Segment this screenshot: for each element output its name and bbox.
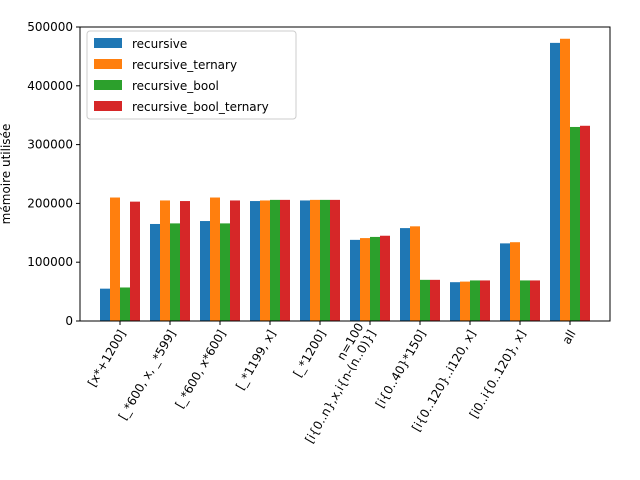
bar-0-8 [500,243,510,321]
y-axis: 0 100000 200000 300000 400000 500000 [27,20,80,328]
y-tick-label-4: 400000 [27,79,73,93]
legend-label-3: recursive_bool_ternary [132,100,269,114]
bar-3-7 [480,280,490,321]
bar-3-5 [380,235,390,321]
bar-3-8 [530,280,540,321]
bar-2-1 [170,223,180,321]
bar-3-9 [580,125,590,321]
bar-2-0 [120,287,130,321]
bar-3-0 [130,201,140,321]
y-axis-label: mémoire utilisée [0,124,13,225]
bar-1-6 [410,226,420,321]
bar-0-2 [200,221,210,321]
bar-3-4 [330,199,340,321]
bar-0-5 [350,239,360,321]
bar-3-6 [430,279,440,321]
y-tick-label-0: 0 [65,314,73,328]
y-tick-label-2: 200000 [27,196,73,210]
x-tick-label-5: n=100[i{0..n},x,i{n-(n..0)}] [290,321,378,446]
x-axis: [x*+1200][_*600, x, _*599][_*600, x*600]… [85,321,579,446]
x-tick-label-3: [_*1199, x] [233,328,278,393]
bar-0-6 [400,228,410,321]
x-tick-label-1: [_*600, x, _*599] [116,328,179,423]
bar-2-5 [370,236,380,321]
bar-1-2 [210,197,220,321]
x-tick-label-4: [_*1200] [291,328,329,380]
legend-label-1: recursive_ternary [132,58,237,72]
y-tick-label-3: 300000 [27,138,73,152]
bar-2-7 [470,280,480,321]
bar-1-4 [310,199,320,321]
bar-3-2 [230,200,240,321]
bar-2-6 [420,279,430,321]
bar-1-5 [360,238,370,321]
x-tick-label-2: [_*600, x*600] [173,328,229,411]
x-tick-label-0: [x*+1200] [85,328,129,390]
legend-box [86,30,297,120]
bar-1-1 [160,200,170,321]
legend: recursive recursive_ternary recursive_bool… [86,30,297,120]
x-tick-label-9: all [559,328,578,347]
y-tick-label-1: 100000 [27,255,73,269]
y-tick-label-5: 500000 [27,20,73,34]
bar-2-8 [520,280,530,321]
bars-layer [100,38,590,322]
bar-0-3 [250,201,260,321]
legend-label-2: recursive_bool [132,79,219,93]
legend-swatch-3 [94,101,122,111]
bar-1-0 [110,197,120,321]
bar-2-9 [570,126,580,322]
bar-3-3 [280,199,290,321]
bar-0-0 [100,288,110,321]
bar-0-9 [550,42,560,321]
bar-0-1 [150,223,160,321]
legend-swatch-2 [94,80,122,90]
x-tick-label-6: [i{0..40}*150] [373,328,429,411]
legend-swatch-1 [94,59,122,69]
bar-0-7 [450,282,460,321]
x-tick-label-8: [i0..i{0..120}, x] [467,328,529,421]
plot-frame [79,26,611,322]
bar-1-8 [510,242,520,321]
bar-1-3 [260,200,270,321]
bar-2-4 [320,199,330,321]
bar-2-2 [220,223,230,321]
legend-label-0: recursive [132,37,187,51]
bar-1-9 [560,38,570,321]
legend-swatch-0 [94,38,122,48]
bar-1-7 [460,281,470,321]
bar-0-4 [300,200,310,321]
bar-3-1 [180,201,190,321]
bar-2-3 [270,199,280,321]
